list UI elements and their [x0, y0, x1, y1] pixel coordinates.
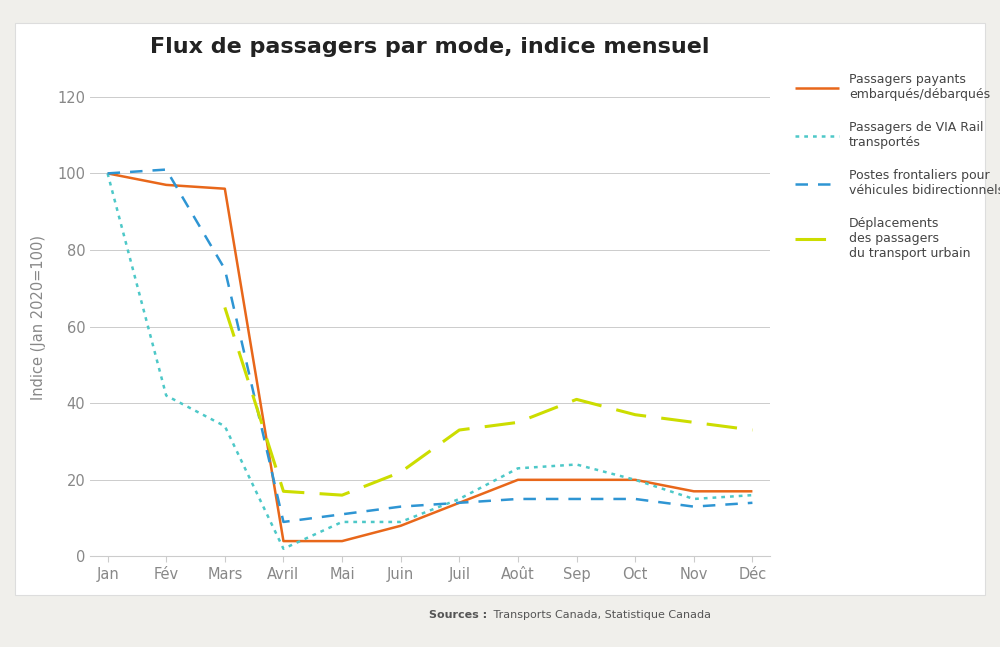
- Y-axis label: Indice (Jan 2020=100): Indice (Jan 2020=100): [31, 234, 46, 400]
- Legend: Passagers payants
embarqués/débarqués, Passagers de VIA Rail
transportés, Postes: Passagers payants embarqués/débarqués, P…: [790, 68, 1000, 265]
- Text: Transports Canada, Statistique Canada: Transports Canada, Statistique Canada: [490, 610, 711, 620]
- Title: Flux de passagers par mode, indice mensuel: Flux de passagers par mode, indice mensu…: [150, 37, 710, 57]
- Text: Sources :: Sources :: [429, 610, 487, 620]
